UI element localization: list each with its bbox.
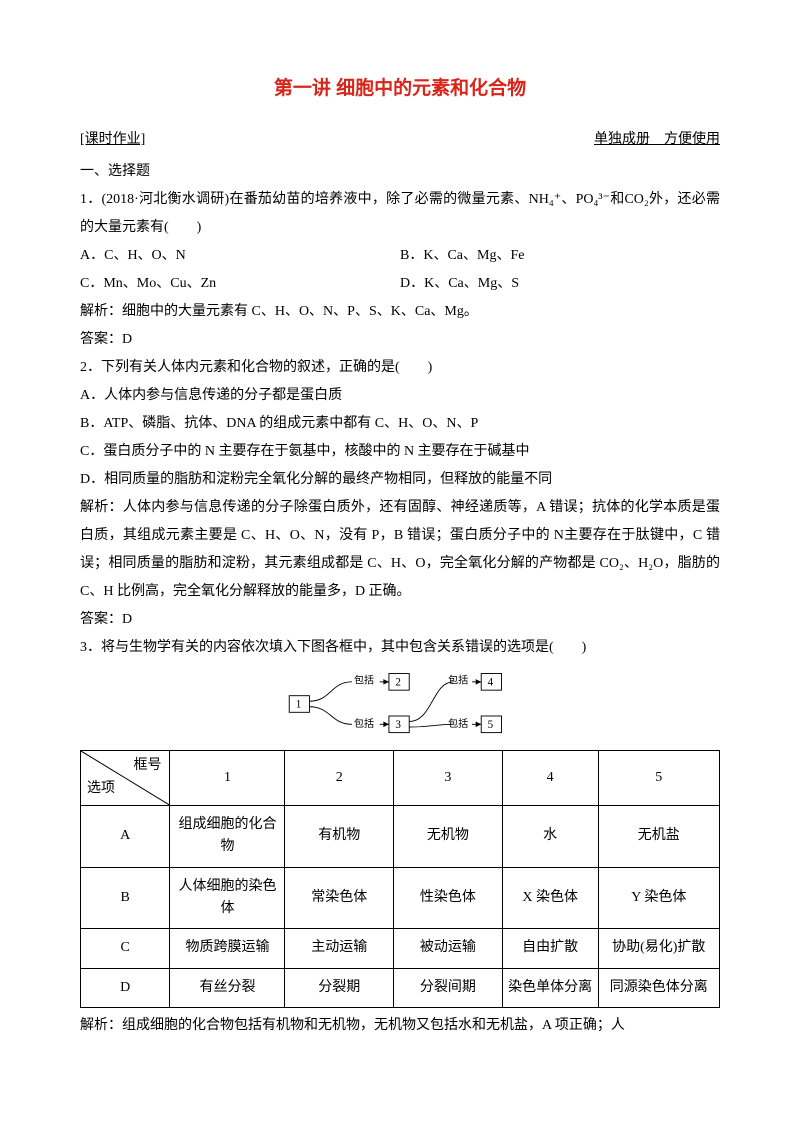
- cell: 协助(易化)扩散: [598, 929, 719, 968]
- q2-opt-c: C．蛋白质分子中的 N 主要存在于氨基中，核酸中的 N 主要存在于碱基中: [80, 438, 720, 466]
- q1-opt-a: A．C、H、O、N: [80, 242, 400, 270]
- cell: 分裂期: [285, 968, 394, 1007]
- cell: 无机盐: [598, 805, 719, 867]
- q2-explanation: 解析：人体内参与信息传递的分子除蛋白质外，还有固醇、神经递质等，A 错误；抗体的…: [80, 494, 720, 606]
- meta-row: [课时作业] 单独成册 方便使用: [80, 126, 720, 154]
- diag-top-label: 框号: [133, 755, 161, 777]
- cell: Y 染色体: [598, 867, 719, 929]
- cell: 常染色体: [285, 867, 394, 929]
- q1-opt-d: D．K、Ca、Mg、S: [400, 270, 519, 298]
- cell: 性染色体: [394, 867, 503, 929]
- svg-text:包括: 包括: [448, 717, 468, 730]
- svg-text:3: 3: [395, 719, 401, 731]
- svg-text:包括: 包括: [354, 717, 374, 730]
- table-row: A 组成细胞的化合物 有机物 无机物 水 无机盐: [81, 805, 720, 867]
- col-1: 1: [170, 750, 285, 805]
- row-key: C: [81, 929, 170, 968]
- q1-opt-b: B．K、Ca、Mg、Fe: [400, 242, 524, 270]
- cell: 染色单体分离: [502, 968, 598, 1007]
- cell: 组成细胞的化合物: [170, 805, 285, 867]
- col-5: 5: [598, 750, 719, 805]
- svg-text:包括: 包括: [354, 674, 374, 687]
- cell: 水: [502, 805, 598, 867]
- cell: 同源染色体分离: [598, 968, 719, 1007]
- table-row: B 人体细胞的染色体 常染色体 性染色体 X 染色体 Y 染色体: [81, 867, 720, 929]
- q1-opts-row2: C．Mn、Mo、Cu、Zn D．K、Ca、Mg、S: [80, 270, 720, 298]
- q2-opt-b: B．ATP、磷脂、抗体、DNA 的组成元素中都有 C、H、O、N、P: [80, 410, 720, 438]
- svg-text:1: 1: [296, 699, 302, 711]
- cell: 无机物: [394, 805, 503, 867]
- svg-text:2: 2: [395, 677, 401, 689]
- q2-answer: 答案：D: [80, 606, 720, 634]
- cell: 分裂间期: [394, 968, 503, 1007]
- table-diag-header: 框号 选项: [81, 750, 170, 805]
- cell: 自由扩散: [502, 929, 598, 968]
- q3-stem: 3．将与生物学有关的内容依次填入下图各框中，其中包含关系错误的选项是( ): [80, 634, 720, 662]
- q2-opt-a: A．人体内参与信息传递的分子都是蛋白质: [80, 382, 720, 410]
- svg-text:包括: 包括: [448, 674, 468, 687]
- cell: X 染色体: [502, 867, 598, 929]
- q3-diagram: 1 2 3 4 5 包括 包括 包括 包括: [280, 668, 520, 742]
- q1-answer: 答案：D: [80, 326, 720, 354]
- row-key: B: [81, 867, 170, 929]
- cell: 有机物: [285, 805, 394, 867]
- q3-explanation-partial: 解析：组成细胞的化合物包括有机物和无机物，无机物又包括水和无机盐，A 项正确；人: [80, 1012, 720, 1040]
- q3-table: 框号 选项 1 2 3 4 5 A 组成细胞的化合物 有机物 无机物 水 无机盐…: [80, 750, 720, 1008]
- meta-left: [课时作业]: [80, 126, 145, 154]
- q2-stem: 2．下列有关人体内元素和化合物的叙述，正确的是( ): [80, 354, 720, 382]
- cell: 人体细胞的染色体: [170, 867, 285, 929]
- q2-opt-d: D．相同质量的脂肪和淀粉完全氧化分解的最终产物相同，但释放的能量不同: [80, 466, 720, 494]
- cell: 物质跨膜运输: [170, 929, 285, 968]
- table-row: C 物质跨膜运输 主动运输 被动运输 自由扩散 协助(易化)扩散: [81, 929, 720, 968]
- q1-opt-c: C．Mn、Mo、Cu、Zn: [80, 270, 400, 298]
- q1-explanation: 解析：细胞中的大量元素有 C、H、O、N、P、S、K、Ca、Mg。: [80, 298, 720, 326]
- col-2: 2: [285, 750, 394, 805]
- q1-opts-row1: A．C、H、O、N B．K、Ca、Mg、Fe: [80, 242, 720, 270]
- col-3: 3: [394, 750, 503, 805]
- table-header-row: 框号 选项 1 2 3 4 5: [81, 750, 720, 805]
- svg-text:4: 4: [488, 677, 494, 689]
- cell: 被动运输: [394, 929, 503, 968]
- table-row: D 有丝分裂 分裂期 分裂间期 染色单体分离 同源染色体分离: [81, 968, 720, 1007]
- q1-stem: 1．(2018·河北衡水调研)在番茄幼苗的培养液中，除了必需的微量元素、NH₄⁺…: [80, 186, 720, 242]
- section-heading: 一、选择题: [80, 158, 720, 186]
- cell: 有丝分裂: [170, 968, 285, 1007]
- cell: 主动运输: [285, 929, 394, 968]
- svg-text:5: 5: [488, 719, 494, 731]
- meta-right: 单独成册 方便使用: [594, 126, 720, 154]
- diag-bot-label: 选项: [87, 778, 115, 800]
- row-key: A: [81, 805, 170, 867]
- row-key: D: [81, 968, 170, 1007]
- page-title: 第一讲 细胞中的元素和化合物: [80, 70, 720, 108]
- col-4: 4: [502, 750, 598, 805]
